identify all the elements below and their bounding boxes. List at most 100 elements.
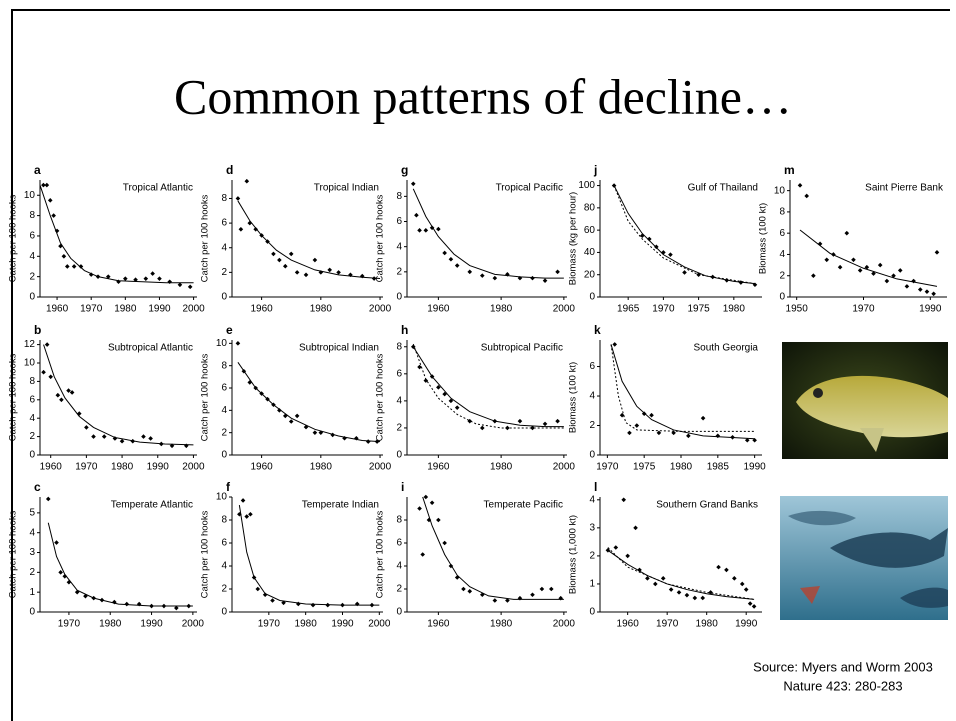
y-tick-label: 6 [29, 231, 35, 242]
data-point [282, 263, 288, 269]
y-tick-label: 4 [221, 405, 227, 416]
y-tick-label: 80 [584, 202, 596, 213]
data-point [613, 545, 619, 550]
data-point [327, 267, 333, 273]
y-tick-label: 8 [221, 360, 227, 371]
data-point [637, 567, 642, 573]
x-tick-label: 1960 [40, 462, 63, 473]
data-point [59, 397, 64, 403]
y-axis-label: Catch per 100 hooks [8, 510, 19, 598]
y-tick-label: 4 [396, 241, 402, 252]
data-point [700, 415, 706, 421]
fit-line [412, 188, 564, 279]
x-tick-label: 1970 [596, 462, 619, 473]
panel-letter: j [593, 163, 597, 177]
x-tick-label: 1970 [656, 619, 679, 630]
data-point [864, 264, 870, 270]
data-point [467, 418, 473, 424]
data-point [871, 271, 876, 276]
data-point [671, 430, 676, 436]
data-point [645, 576, 650, 581]
data-point [479, 425, 485, 431]
y-tick-label: 8 [396, 515, 402, 526]
data-point [448, 256, 454, 262]
y-tick-label: 6 [396, 216, 402, 227]
data-point [417, 364, 422, 370]
y-tick-label: 2 [589, 551, 595, 562]
y-tick-label: 10 [216, 338, 228, 349]
data-point [817, 241, 823, 247]
fit-line-dashed [613, 185, 756, 285]
data-point [743, 587, 749, 592]
y-tick-label: 6 [221, 383, 227, 394]
y-tick-label: 12 [24, 339, 36, 350]
x-tick-label: 1980 [310, 304, 333, 315]
data-point [492, 598, 498, 603]
data-point [65, 264, 70, 269]
fit-line [799, 229, 938, 287]
data-point [924, 289, 930, 294]
y-tick-label: 3 [589, 522, 595, 533]
data-point [837, 264, 843, 270]
data-point [682, 270, 687, 275]
data-point [627, 430, 632, 436]
data-point [549, 586, 554, 592]
y-tick-label: 5 [29, 508, 35, 519]
data-point [101, 434, 107, 439]
panel-annotation: Temperate Indian [302, 500, 379, 511]
panel-annotation: Temperate Atlantic [111, 500, 193, 511]
panel-letter: m [784, 163, 795, 177]
panel-annotation: Saint Pierre Bank [865, 183, 944, 194]
x-tick-label: 1985 [707, 462, 730, 473]
data-point [414, 212, 419, 218]
data-point [931, 291, 936, 297]
x-tick-label: 2000 [553, 619, 576, 630]
y-tick-label: 2 [396, 266, 402, 277]
x-tick-label: 1970 [258, 619, 281, 630]
data-point [255, 586, 261, 592]
y-tick-label: 6 [221, 538, 227, 549]
panel: 1950 1970 1990 0 2 4 6 8 10 m Saint Pierre Bank Bio… [758, 163, 947, 315]
cod-photo [782, 342, 948, 459]
x-tick-label: 1980 [490, 304, 513, 315]
y-tick-label: 8 [221, 193, 227, 204]
y-tick-label: 4 [221, 242, 227, 253]
panel: 1970 1980 1990 2000 0 2 4 6 8 10f Temperate Indian… [200, 480, 391, 629]
data-point [621, 497, 627, 503]
data-point [417, 506, 422, 511]
panel-letter: c [34, 480, 41, 494]
data-point [716, 564, 721, 570]
data-point [262, 592, 268, 598]
data-point [708, 590, 713, 595]
data-point [467, 589, 473, 594]
data-point [804, 193, 810, 199]
data-point [48, 374, 54, 380]
x-tick-label: 1990 [919, 304, 942, 315]
data-point [105, 274, 111, 279]
y-tick-label: 0 [29, 292, 35, 303]
panel: 1960 1980 2000 0 2 4 6 8 h Subtropical Pacific Cat… [375, 323, 576, 472]
data-point [417, 228, 422, 233]
data-point [625, 553, 630, 559]
x-tick-label: 1975 [687, 304, 710, 315]
data-point [167, 279, 172, 285]
panel: 1960 1970 1980 1990 2000 0 2 4 6 8 10 a Tropical Atl… [8, 163, 206, 314]
data-point [479, 592, 485, 598]
x-tick-label: 1990 [735, 619, 758, 630]
x-tick-label: 1970 [75, 462, 98, 473]
data-point [294, 270, 300, 275]
data-point [423, 228, 429, 233]
data-point [517, 275, 523, 281]
data-point [303, 272, 309, 278]
y-tick-label: 8 [221, 515, 227, 526]
data-point [318, 430, 324, 435]
data-point [423, 378, 429, 383]
data-point [277, 257, 282, 263]
data-point [436, 226, 441, 232]
y-tick-label: 2 [221, 427, 227, 438]
x-tick-label: 1980 [696, 619, 719, 630]
panel-annotation: Tropical Indian [314, 183, 379, 194]
data-point [423, 494, 429, 500]
panel-letter: a [34, 163, 41, 177]
x-tick-label: 1960 [427, 304, 450, 315]
